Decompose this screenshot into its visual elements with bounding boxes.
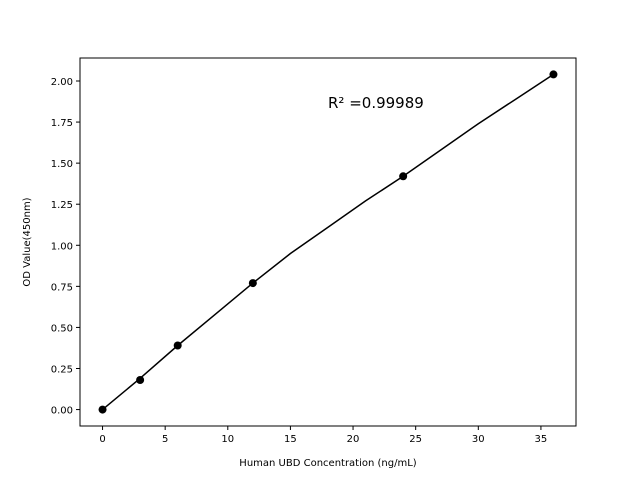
annotation: R² =0.99989 bbox=[328, 94, 424, 112]
x-tick-label: 20 bbox=[347, 434, 360, 445]
data-point bbox=[136, 376, 145, 384]
x-tick-label: 35 bbox=[535, 434, 548, 445]
y-tick-label: 1.50 bbox=[51, 159, 73, 170]
data-point bbox=[549, 70, 558, 79]
y-tick-label: 1.25 bbox=[51, 200, 73, 211]
y-tick-label: 0.00 bbox=[51, 406, 73, 417]
data-point bbox=[399, 172, 408, 181]
y-tick-label: 2.00 bbox=[51, 77, 73, 88]
data-point bbox=[248, 279, 257, 288]
x-tick-label: 30 bbox=[472, 434, 485, 445]
data-point bbox=[173, 341, 182, 350]
data-point bbox=[98, 405, 107, 414]
y-axis-label: OD Value(450nm) bbox=[22, 197, 33, 286]
y-tick-label: 0.50 bbox=[51, 323, 73, 334]
x-tick-label: 5 bbox=[162, 434, 168, 445]
x-tick-label: 15 bbox=[284, 434, 297, 445]
x-tick-label: 10 bbox=[221, 434, 234, 445]
x-tick-label: 25 bbox=[409, 434, 422, 445]
y-tick-label: 1.75 bbox=[51, 118, 73, 129]
x-axis-label: Human UBD Concentration (ng/mL) bbox=[239, 458, 416, 469]
plot-frame bbox=[79, 57, 577, 427]
x-tick-label: 0 bbox=[99, 434, 105, 445]
y-tick-label: 1.00 bbox=[51, 241, 73, 252]
fit-curve bbox=[102, 73, 554, 411]
y-tick-label: 0.25 bbox=[51, 365, 73, 376]
y-tick-label: 0.75 bbox=[51, 282, 73, 293]
